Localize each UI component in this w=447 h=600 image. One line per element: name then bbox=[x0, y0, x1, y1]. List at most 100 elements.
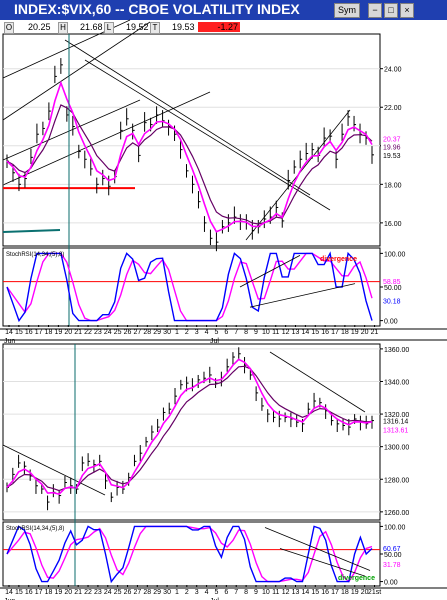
last-value-label-top: 19.53 bbox=[383, 153, 401, 160]
low-value: 19.52 bbox=[126, 22, 149, 32]
maximize-icon[interactable]: □ bbox=[384, 3, 398, 18]
x-tick-label-bottom: 12 bbox=[282, 589, 290, 596]
x-tick-label-bottom: 20 bbox=[361, 589, 369, 596]
ma-fast-bottom bbox=[6, 358, 373, 495]
last-value-label-stoch2: 60.67 bbox=[383, 546, 401, 553]
x-tick-label-top: 16 bbox=[25, 329, 33, 336]
x-tick-label-top: 25 bbox=[114, 329, 122, 336]
stoch-title-2: StochRSI(14,34,(5),8) bbox=[6, 526, 64, 532]
x-tick-label-bottom: 13 bbox=[292, 589, 300, 596]
symbol-button[interactable]: Sym bbox=[334, 3, 360, 18]
trendline-top bbox=[2, 99, 141, 161]
low-label: L bbox=[104, 22, 114, 34]
x-tick-label-bottom: 4 bbox=[205, 589, 209, 596]
x-tick-label-top: 20 bbox=[64, 329, 72, 336]
x-tick-label-top: 8 bbox=[244, 329, 248, 336]
x-tick-label-bottom: 25 bbox=[114, 589, 122, 596]
ma-fast-top bbox=[6, 80, 373, 233]
x-tick-label-bottom: 29 bbox=[153, 589, 161, 596]
x-tick-label-top: 30 bbox=[163, 329, 171, 336]
x-tick-label-bottom: 26 bbox=[124, 589, 132, 596]
x-tick-label-bottom: 10 bbox=[262, 589, 270, 596]
trendline-top bbox=[64, 39, 311, 196]
x-tick-label-top: 18 bbox=[45, 329, 53, 336]
x-tick-label-top: 11 bbox=[272, 329, 279, 336]
x-tick-label-top: 3 bbox=[195, 329, 199, 336]
x-tick-label-bottom: 6 bbox=[224, 589, 228, 596]
y-tick-label-top: 16.00 bbox=[384, 221, 402, 228]
y-tick-label-stoch2: 0.00 bbox=[384, 580, 398, 587]
divergence-line-1b bbox=[249, 283, 356, 308]
y-tick-label-stoch1: 50.00 bbox=[384, 285, 402, 292]
x-tick-label-bottom: 15 bbox=[311, 589, 319, 596]
last-value-box-top bbox=[381, 133, 409, 143]
x-tick-label-top: 29 bbox=[153, 329, 161, 336]
stoch-k-line-1 bbox=[6, 251, 373, 323]
y-tick-label-top: 18.00 bbox=[384, 182, 402, 189]
close-icon[interactable]: × bbox=[400, 3, 414, 18]
x-tick-label-bottom: 28 bbox=[143, 589, 151, 596]
x-tick-label-bottom: 17 bbox=[331, 589, 339, 596]
x-tick-label-bottom: 14 bbox=[5, 589, 13, 596]
last-value-box-top bbox=[381, 141, 409, 151]
x-tick-label-top: 21 bbox=[74, 329, 82, 336]
divergence-label-1: divergence bbox=[320, 256, 357, 263]
y-tick-label-bottom: 1280.00 bbox=[384, 477, 409, 484]
x-tick-label-bottom: 15 bbox=[15, 589, 23, 596]
x-tick-label-bottom: 17 bbox=[35, 589, 43, 596]
y-tick-label-bottom: 1320.00 bbox=[384, 412, 409, 419]
x-tick-label-bottom: 24 bbox=[104, 589, 112, 596]
stoch-k-line-2 bbox=[6, 525, 373, 584]
last-value-box-top bbox=[381, 149, 409, 159]
last-value-label-top: 19.96 bbox=[383, 145, 401, 152]
x-tick-label-bottom: 16 bbox=[25, 589, 33, 596]
last-value-label-top: 20.37 bbox=[383, 137, 401, 144]
x-tick-label-bottom: 14 bbox=[301, 589, 309, 596]
y-tick-label-bottom: 1360.00 bbox=[384, 347, 409, 354]
x-tick-label-top: 6 bbox=[224, 329, 228, 336]
last-value-label-bottom: 1316.14 bbox=[383, 418, 408, 425]
x-tick-label-top: 22 bbox=[84, 329, 92, 336]
x-tick-label-bottom: 11 bbox=[272, 589, 279, 596]
x-tick-label-top: 7 bbox=[234, 329, 238, 336]
last-value: 19.53 bbox=[172, 22, 195, 32]
x-tick-label-top: 15 bbox=[15, 329, 23, 336]
x-tick-label-bottom: 9 bbox=[254, 589, 258, 596]
stoch-d-line-2 bbox=[6, 525, 373, 583]
trendline-bottom-b bbox=[269, 351, 366, 413]
stoch-title-1: StochRSI(14,34,(5),8) bbox=[6, 252, 64, 258]
divergence-label-2: divergence bbox=[338, 575, 375, 582]
x-tick-label-top: 14 bbox=[5, 329, 13, 336]
divergence-line-1a bbox=[239, 255, 301, 288]
x-tick-label-top: 17 bbox=[35, 329, 43, 336]
title-bar: INDEX:$VIX,60 -- CBOE VOLATILITY INDEX S… bbox=[0, 0, 447, 20]
trendline-bottom-a bbox=[2, 444, 106, 496]
panel-frame-p1 bbox=[2, 33, 381, 247]
x-tick-label-bottom: 1 bbox=[175, 589, 179, 596]
x-tick-label-bottom: 27 bbox=[134, 589, 142, 596]
x-tick-label-top: 1 bbox=[175, 329, 179, 336]
y-tick-label-top: 22.00 bbox=[384, 105, 402, 112]
month-label-bottom: Jul bbox=[210, 598, 219, 600]
x-tick-label-top: 16 bbox=[321, 329, 329, 336]
x-tick-label-bottom: 19 bbox=[54, 589, 62, 596]
minimize-icon[interactable]: − bbox=[368, 3, 382, 18]
x-tick-label-top: 14 bbox=[301, 329, 309, 336]
x-tick-label-top: 15 bbox=[311, 329, 319, 336]
x-tick-label-bottom: 22 bbox=[84, 589, 92, 596]
x-tick-label-bottom: 21 bbox=[74, 589, 82, 596]
x-tick-label-bottom: 21st bbox=[368, 589, 381, 596]
x-tick-label-top: 17 bbox=[331, 329, 339, 336]
high-value: 21.68 bbox=[80, 22, 103, 32]
x-tick-label-bottom: 19 bbox=[351, 589, 359, 596]
x-tick-label-top: 12 bbox=[282, 329, 290, 336]
ma-slow-top bbox=[6, 104, 373, 225]
x-tick-label-bottom: 8 bbox=[244, 589, 248, 596]
high-label: H bbox=[58, 22, 68, 34]
last-value-label-stoch2: 31.78 bbox=[383, 562, 401, 569]
last-value-label-stoch1: 58.85 bbox=[383, 279, 401, 286]
x-tick-label-bottom: 7 bbox=[234, 589, 238, 596]
x-tick-label-bottom: 18 bbox=[45, 589, 53, 596]
change-value: -1.27 bbox=[198, 22, 240, 32]
